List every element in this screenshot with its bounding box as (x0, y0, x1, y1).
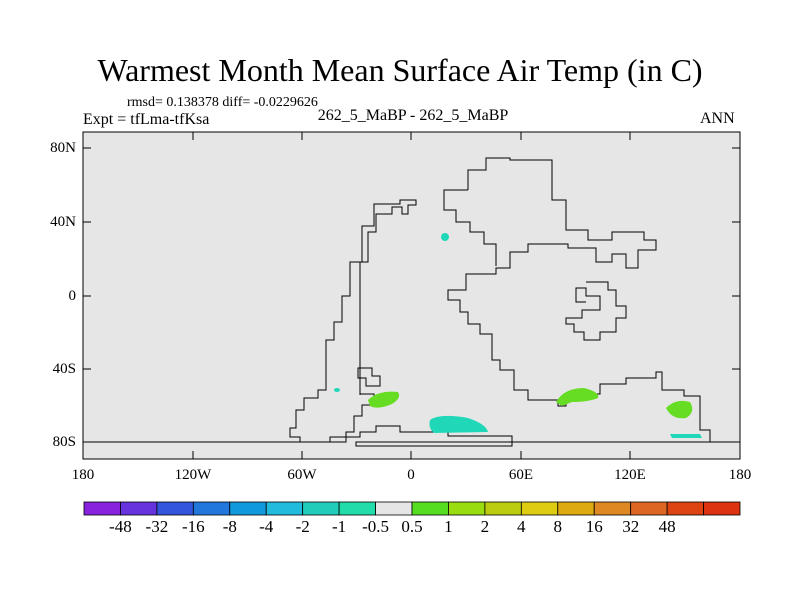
colorbar-swatch (411, 501, 449, 516)
map-frame (82, 131, 741, 460)
y-label-80N: 80N (50, 140, 76, 156)
y-label-80S: 80S (52, 434, 76, 450)
colorbar-swatch (703, 501, 741, 516)
x-label-0: 0 (407, 467, 415, 483)
season-label: ANN (700, 110, 735, 127)
colorbar-swatch (666, 501, 704, 516)
colorbar-label: -1 (332, 517, 347, 536)
period-label: 262_5_MaBP - 262_5_MaBP (317, 107, 509, 124)
colorbar-swatch (83, 501, 121, 516)
colorbar-swatch (448, 501, 486, 516)
colorbar-label: 8 (553, 517, 563, 536)
x-label-180e: 180 (728, 467, 752, 483)
x-label-180w: 180 (71, 467, 95, 483)
colorbar-swatch (265, 501, 304, 516)
colorbar-swatch (630, 501, 668, 516)
coastline-antarctic (83, 425, 740, 447)
colorbar-swatch (484, 501, 522, 516)
y-label-40N: 40N (50, 214, 76, 230)
coastline-inner-ring (565, 281, 627, 341)
colorbar-label: -2 (295, 517, 310, 536)
colorbar-swatch (302, 501, 340, 516)
coastline-east-continent (447, 157, 711, 442)
colorbar-swatch (593, 501, 632, 516)
coastline-west-continent (289, 261, 375, 443)
coastline-west-inner (360, 199, 417, 263)
colorbar-label: 48 (658, 517, 676, 536)
colorbar-label: 32 (622, 517, 640, 536)
colorbar-swatch (120, 501, 158, 516)
green-patch (666, 400, 693, 419)
colorbar-swatch (375, 501, 413, 516)
y-label-40S: 40S (52, 361, 76, 377)
colorbar-swatch (520, 501, 559, 516)
coastline-north-notch (443, 189, 497, 266)
colorbar (83, 501, 741, 516)
chart-title: Warmest Month Mean Surface Air Temp (in … (97, 52, 703, 88)
cyan-patch (334, 388, 340, 392)
anomaly-patches (334, 233, 702, 438)
x-label-60e: 60E (508, 467, 534, 483)
x-label-120w: 120W (174, 467, 212, 483)
colorbar-label: 4 (517, 517, 526, 536)
stats-label: rmsd= 0.138378 diff= -0.0229626 (127, 95, 318, 110)
colorbar-swatch (156, 501, 194, 516)
colorbar-label: -48 (109, 517, 132, 536)
colorbar-label: -32 (145, 517, 169, 536)
colorbar-swatch (338, 501, 376, 516)
colorbar-label: -4 (259, 517, 274, 536)
x-label-120e: 120E (614, 467, 646, 483)
colorbar-swatch (192, 501, 231, 516)
axis-ticks (83, 132, 740, 459)
colorbar-label: 16 (585, 517, 603, 536)
green-patch (368, 391, 400, 408)
colorbar-label: -16 (181, 517, 205, 536)
colorbar-swatch (229, 501, 267, 516)
coastline-south-loop (357, 367, 381, 387)
colorbar-label: 2 (480, 517, 490, 536)
cyan-patch (670, 434, 702, 438)
colorbar-label: -0.5 (362, 517, 390, 536)
x-label-60w: 60W (287, 467, 317, 483)
colorbar-label: 1 (444, 517, 453, 536)
coastlines (83, 157, 740, 447)
experiment-label: Expt = tfLma-tfKsa (83, 111, 210, 128)
colorbar-label: -8 (222, 517, 237, 536)
colorbar-label: 0.5 (401, 517, 423, 536)
y-label-0: 0 (68, 288, 77, 304)
colorbar-swatch (557, 501, 595, 516)
cyan-patch (429, 415, 488, 433)
green-patch (556, 388, 599, 406)
cyan-patch (441, 233, 449, 241)
